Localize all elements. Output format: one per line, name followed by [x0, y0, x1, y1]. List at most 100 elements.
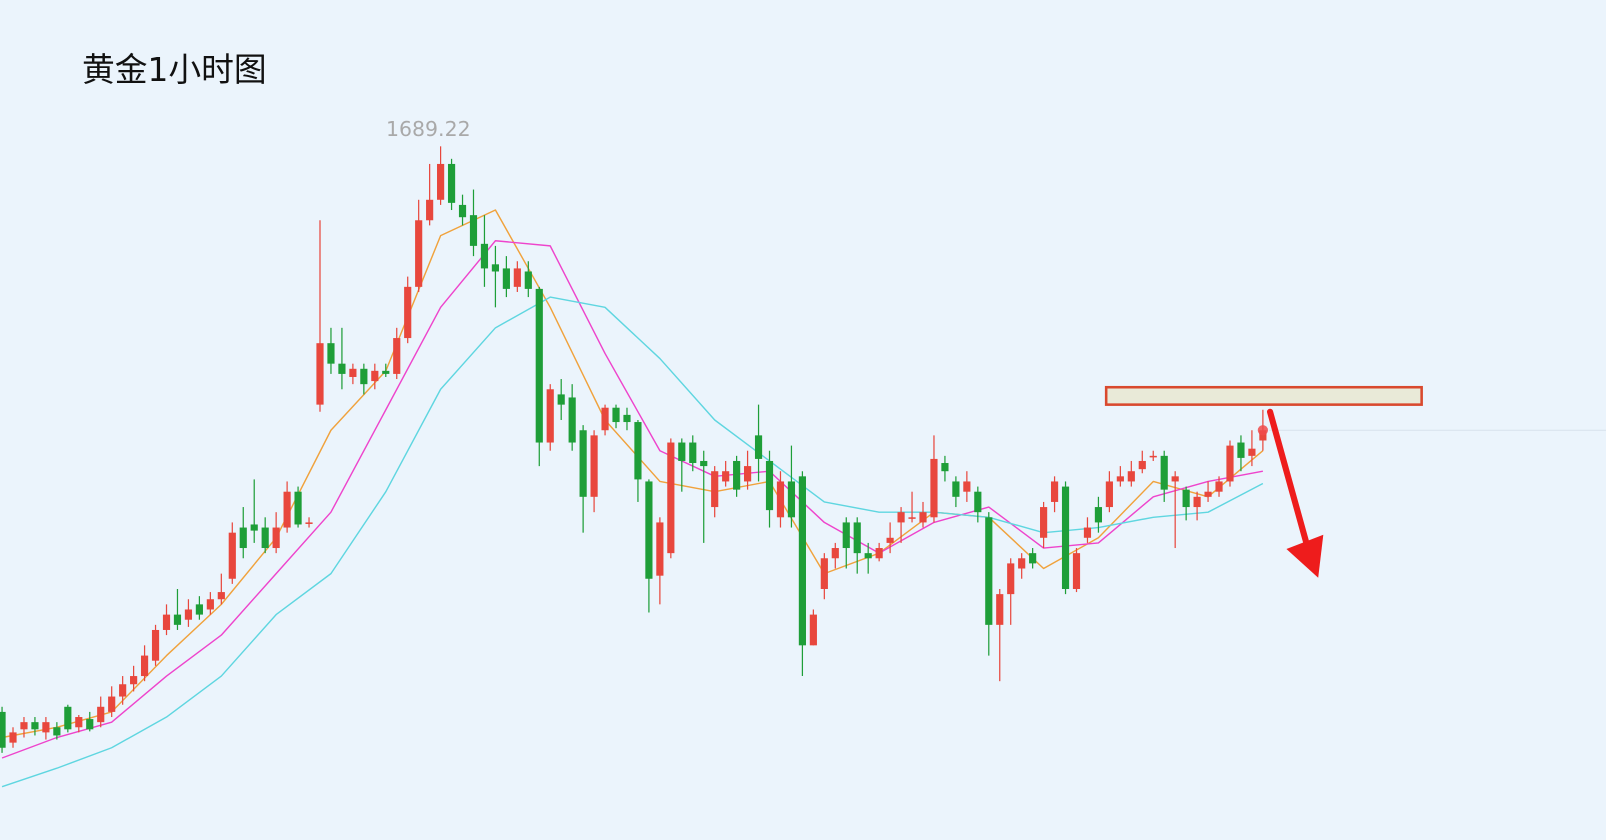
- candle-body: [765, 460, 774, 511]
- candle-body: [1094, 507, 1103, 523]
- candle-body: [886, 537, 894, 543]
- candle-body: [875, 548, 883, 559]
- candle-body: [458, 204, 467, 218]
- ma-line: [1, 209, 1264, 739]
- candle-body: [1018, 558, 1026, 569]
- candle-body: [579, 430, 587, 497]
- candle-body: [754, 435, 763, 459]
- candle-body: [1127, 471, 1135, 482]
- candle-body: [656, 522, 664, 576]
- candle-body: [206, 599, 214, 610]
- candle-body: [1116, 476, 1124, 482]
- candle-body: [941, 463, 949, 472]
- candle-body: [447, 163, 456, 203]
- candle-body: [1204, 491, 1212, 497]
- candle-body: [1182, 489, 1190, 508]
- candle-body: [1007, 563, 1015, 595]
- candle-body: [634, 422, 642, 480]
- candle-body: [151, 629, 160, 661]
- candle-body: [1029, 553, 1037, 564]
- candle-body: [1248, 448, 1256, 456]
- high-label: 1689.22: [386, 117, 471, 141]
- candle-body: [9, 732, 17, 743]
- candle-body: [228, 532, 236, 579]
- candle-body: [667, 442, 675, 554]
- candle-body: [568, 397, 576, 443]
- candle-body: [0, 711, 6, 748]
- candle-body: [535, 288, 543, 443]
- candle-body: [404, 286, 412, 339]
- down-arrow: [1266, 408, 1324, 578]
- candle-body: [513, 268, 521, 287]
- candle-body: [64, 706, 72, 730]
- candle-body: [678, 442, 686, 461]
- arrow-shaft: [1266, 408, 1310, 549]
- candle-body: [820, 558, 828, 589]
- candle-body: [250, 524, 258, 531]
- candle-body: [974, 491, 982, 513]
- candle-body: [1083, 527, 1092, 538]
- candle-body: [305, 522, 313, 524]
- candle-body: [1138, 460, 1146, 470]
- candle-body: [689, 442, 697, 464]
- candle-body: [426, 199, 434, 221]
- candle-body: [327, 343, 335, 364]
- candle-body: [809, 614, 817, 646]
- candle-body: [524, 271, 532, 289]
- plot-area: 1689.22: [0, 117, 1606, 788]
- candle-body: [1040, 507, 1048, 538]
- last-price-dot: [1257, 425, 1269, 436]
- candle-body: [480, 243, 489, 269]
- candle-body: [1237, 442, 1245, 458]
- candle-body: [294, 491, 302, 525]
- candle-body: [623, 414, 631, 423]
- candle-body: [601, 407, 609, 431]
- candle-body: [546, 389, 554, 443]
- candle-body: [42, 722, 50, 733]
- candle-body: [184, 609, 193, 620]
- candle-body: [930, 458, 938, 518]
- candle-body: [316, 343, 324, 405]
- candle-body: [272, 527, 280, 549]
- candle-body: [195, 604, 203, 615]
- candle-body: [645, 481, 653, 579]
- candle-body: [612, 407, 620, 423]
- candle-body: [437, 163, 445, 200]
- candle-body: [53, 727, 61, 736]
- candle-body: [842, 522, 850, 549]
- candle-body: [31, 722, 39, 730]
- candle-body: [1072, 553, 1081, 589]
- candle-body: [239, 527, 247, 549]
- candle-body: [853, 522, 861, 554]
- candle-body: [1105, 481, 1113, 508]
- candle-body: [798, 476, 806, 646]
- candle-body: [1160, 455, 1168, 490]
- candle-body: [1193, 496, 1201, 508]
- candle-body: [140, 655, 149, 677]
- candle-body: [1171, 476, 1179, 482]
- candle-body: [919, 512, 927, 523]
- candle-body: [415, 220, 423, 287]
- candle-body: [711, 471, 719, 508]
- candle-body: [75, 717, 83, 728]
- candle-body: [700, 460, 708, 467]
- candle-body: [963, 481, 971, 492]
- candle-body: [952, 481, 960, 497]
- candle-body: [831, 548, 839, 559]
- candle-body: [908, 517, 916, 519]
- candle-body: [1226, 445, 1234, 482]
- candle-body: [130, 676, 138, 685]
- candle-body: [382, 370, 390, 374]
- candle-body: [733, 460, 741, 490]
- chart-title: 黄金1小时图: [82, 51, 267, 89]
- candle-body: [469, 215, 478, 246]
- ma-line: [1, 296, 1264, 788]
- candle-body: [86, 719, 94, 730]
- candle-body: [371, 370, 379, 382]
- candle-body: [557, 394, 565, 405]
- candle-body: [996, 594, 1004, 625]
- candle-body: [338, 363, 346, 374]
